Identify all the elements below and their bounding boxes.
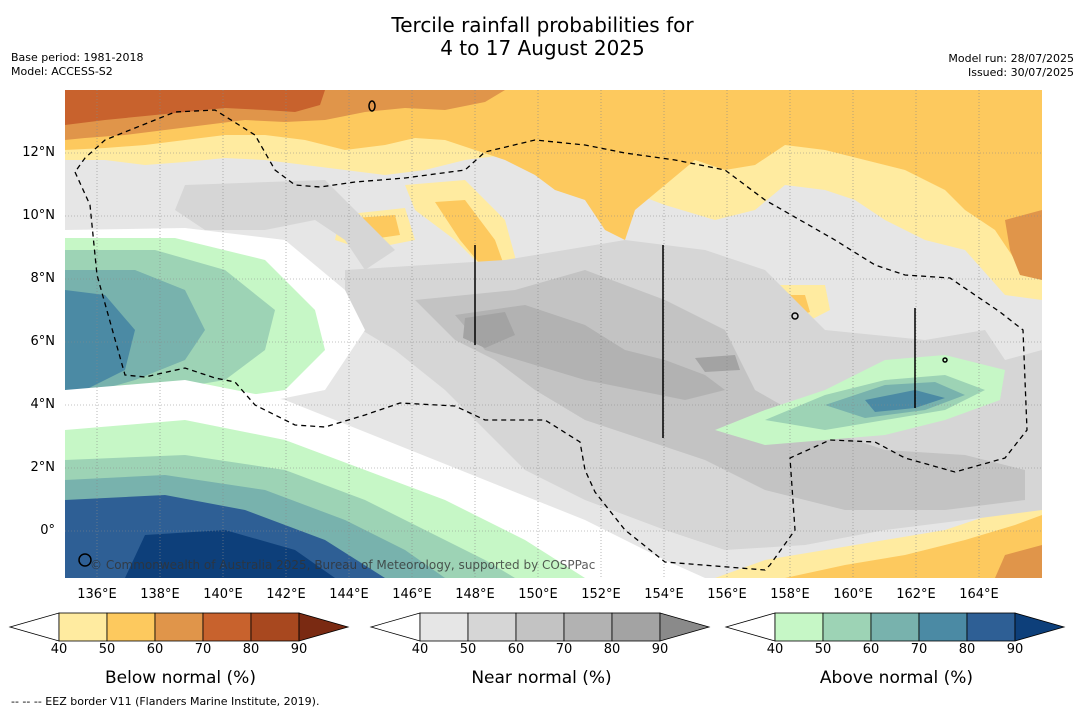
lon-tick-150e: 150°E: [518, 587, 558, 602]
cb-below-label-90: 90: [290, 642, 308, 657]
colorbar-2-segment-4: [918, 612, 968, 642]
cb-above-label-90: 90: [1006, 642, 1024, 657]
cb-near-label-70: 70: [555, 642, 573, 657]
island-markers: [78, 100, 948, 567]
cb-near-label-60: 60: [507, 642, 525, 657]
colorbar-above-normal: [724, 612, 1066, 642]
cb-near-title: Near normal (%): [471, 668, 612, 688]
cb-above-label-60: 60: [862, 642, 880, 657]
lon-tick-142e: 142°E: [266, 587, 306, 602]
copyright-credit: © Commonwealth of Australia 2025, Bureau…: [90, 558, 596, 572]
lon-tick-148e: 148°E: [455, 587, 495, 602]
eez-border: [74, 109, 1028, 571]
meta-left: Base period: 1981-2018 Model: ACCESS-S2: [11, 51, 143, 79]
colorbar-2-segment-0: [724, 612, 776, 642]
colorbar-1-segment-3: [515, 612, 565, 642]
below-normal-south-east-50: [785, 515, 1042, 578]
colorbar-1-segment-0: [369, 612, 421, 642]
cb-below-label-40: 40: [50, 642, 68, 657]
lat-tick-12n: 12°N: [22, 145, 55, 160]
colorbar-2-segment-2: [822, 612, 872, 642]
lat-tick-2n: 2°N: [30, 460, 56, 475]
cb-above-label-40: 40: [766, 642, 784, 657]
lat-tick-6n: 6°N: [30, 334, 56, 349]
colorbar-0-segment-4: [202, 612, 252, 642]
near-normal-70: [455, 305, 725, 400]
eez-footnote: -- -- -- EEZ border V11 (Flanders Marine…: [11, 695, 320, 708]
below-normal-east-patch: [1005, 210, 1042, 280]
cb-above-label-80: 80: [958, 642, 976, 657]
cb-above-label-50: 50: [814, 642, 832, 657]
cb-below-label-50: 50: [98, 642, 116, 657]
colorbar-0-segment-1: [58, 612, 108, 642]
lon-tick-156e: 156°E: [707, 587, 747, 602]
colorbar-1-segment-5: [611, 612, 661, 642]
above-normal-south-90: [125, 530, 335, 578]
lat-tick-10n: 10°N: [22, 208, 55, 223]
colorbar-2-segment-5: [966, 612, 1016, 642]
lat-tick-8n: 8°N: [30, 271, 56, 286]
lon-tick-160e: 160°E: [833, 587, 873, 602]
lon-tick-152e: 152°E: [581, 587, 621, 602]
colorbar-2-segment-3: [870, 612, 920, 642]
model-name: Model: ACCESS-S2: [11, 65, 113, 78]
colorbar-1-segment-6: [659, 612, 711, 642]
base-period: Base period: 1981-2018: [11, 51, 144, 64]
meta-right: Model run: 28/07/2025 Issued: 30/07/2025: [948, 52, 1074, 80]
rainfall-map: [65, 90, 1042, 578]
lat-tick-4n: 4°N: [30, 397, 56, 412]
cb-above-title: Above normal (%): [819, 668, 974, 688]
title-line-2: 4 to 17 August 2025: [440, 36, 645, 60]
lon-tick-140e: 140°E: [203, 587, 243, 602]
cb-below-label-70: 70: [194, 642, 212, 657]
lat-tick-0: 0°: [40, 523, 55, 538]
lon-tick-136e: 136°E: [77, 587, 117, 602]
below-normal-north-50: [65, 90, 1042, 265]
lon-tick-154e: 154°E: [644, 587, 684, 602]
model-run: Model run: 28/07/2025: [948, 52, 1074, 65]
colorbar-2-segment-1: [774, 612, 824, 642]
cb-near-label-50: 50: [459, 642, 477, 657]
colorbar-1-segment-1: [419, 612, 469, 642]
lon-tick-164e: 164°E: [959, 587, 999, 602]
near-normal-50: [175, 180, 395, 270]
cb-near-label-90: 90: [651, 642, 669, 657]
cb-below-title: Below normal (%): [105, 668, 256, 688]
colorbar-2-segment-6: [1014, 612, 1066, 642]
lon-tick-146e: 146°E: [392, 587, 432, 602]
issued-date: Issued: 30/07/2025: [967, 66, 1074, 79]
colorbar-0-segment-6: [298, 612, 350, 642]
below-normal-south-east-60: [995, 545, 1042, 578]
colorbar-0-segment-5: [250, 612, 300, 642]
title-line-1: Tercile rainfall probabilities for: [391, 13, 694, 37]
colorbar-0-segment-0: [8, 612, 60, 642]
map-svg: [65, 90, 1042, 578]
lon-tick-138e: 138°E: [140, 587, 180, 602]
colorbar-0-segment-2: [106, 612, 156, 642]
lon-tick-162e: 162°E: [896, 587, 936, 602]
colorbar-1-segment-2: [467, 612, 517, 642]
below-normal-patch-center-50: [435, 200, 505, 270]
cb-near-label-40: 40: [411, 642, 429, 657]
cb-below-label-60: 60: [146, 642, 164, 657]
colorbar-near-normal: [369, 612, 711, 642]
colorbar-0-segment-3: [154, 612, 204, 642]
cb-above-label-70: 70: [910, 642, 928, 657]
map-title: Tercile rainfall probabilities for 4 to …: [0, 14, 1085, 60]
lon-tick-144e: 144°E: [329, 587, 369, 602]
lon-tick-158e: 158°E: [770, 587, 810, 602]
cb-below-label-80: 80: [242, 642, 260, 657]
near-normal-80: [463, 312, 515, 348]
above-normal-east-80: [865, 390, 945, 412]
above-normal-west-80: [65, 290, 135, 395]
colorbar-1-segment-4: [563, 612, 613, 642]
cb-near-label-80: 80: [603, 642, 621, 657]
near-normal-80-2: [695, 355, 740, 372]
below-normal-north-70: [65, 90, 325, 125]
colorbar-below-normal: [8, 612, 350, 642]
